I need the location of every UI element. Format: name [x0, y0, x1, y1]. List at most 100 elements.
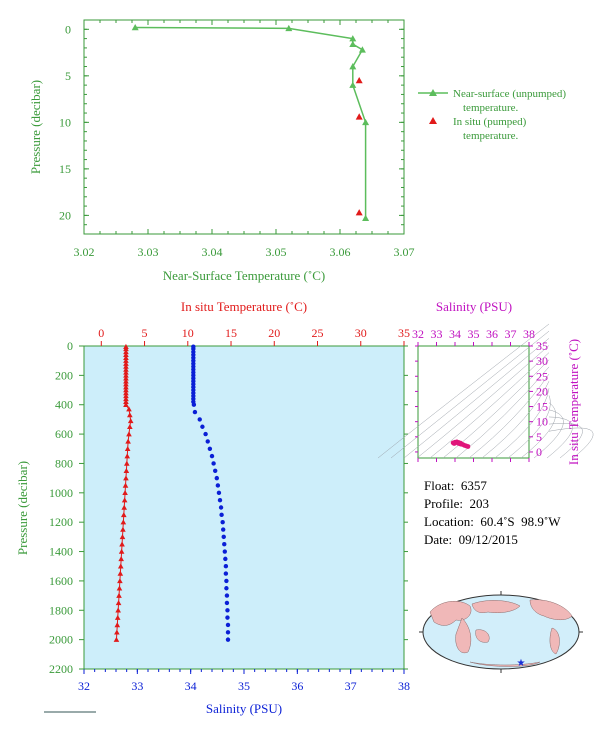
density-contour [520, 402, 556, 459]
temperature-point [123, 401, 129, 407]
temperature-point [124, 453, 131, 459]
salinity-point [221, 534, 226, 540]
temperature-point [120, 526, 126, 532]
salinity-point [222, 542, 227, 547]
temperature-point [123, 381, 129, 387]
chart2-temp-tick-label: 20 [268, 326, 280, 340]
temperature-point [114, 629, 120, 635]
chart1-y-tick-label: 5 [65, 69, 71, 83]
chart1-x-tick-label: 3.06 [330, 245, 351, 259]
map-float-marker: ★ [517, 658, 526, 669]
chart2-y-tick-label: 600 [55, 427, 73, 441]
salinity-point [224, 593, 230, 598]
salinity-point [223, 556, 228, 562]
temperature-point [127, 412, 133, 418]
chart1-y-tick-label: 0 [65, 22, 71, 36]
chart2-y-tick-label: 2200 [49, 662, 73, 676]
profile-value: 203 [469, 496, 490, 511]
temperature-point [123, 375, 129, 381]
salinity-point [216, 490, 222, 496]
legend-marker-unpumped [429, 89, 437, 96]
chart2-temp-tick-label: 15 [225, 326, 237, 340]
temperature-point [123, 393, 129, 399]
temperature-point [123, 357, 129, 363]
temperature-point [127, 418, 134, 424]
chart3-y-tick-label: 10 [536, 415, 548, 429]
salinity-point [192, 409, 198, 415]
chart3-x-tick-label: 33 [431, 327, 443, 341]
chart2-y-ticks: 0 200 400 600 800 1000 1200 1400 1600 1800 2000 220… [49, 339, 408, 676]
ts-point [451, 441, 457, 446]
chart1-series [131, 23, 370, 221]
chart-profile: 0 5 10 15 20 25 30 35 32 33 34 35 36 37 38 0 200 400 600… [15, 299, 410, 716]
date-label: Date: [424, 532, 453, 547]
salinity-point [224, 578, 229, 584]
chart2-y-tick-label: 1800 [49, 603, 73, 617]
chart3-x-tick-label: 37 [505, 327, 517, 341]
chart2-sal-tick-label: 34 [185, 679, 197, 693]
chart1-plot-frame [83, 19, 405, 235]
chart1-legend: Near-surface (unpumped) temperature. In s… [418, 88, 566, 142]
unpumped-temperature-point [349, 63, 357, 70]
chart2-plot-background [83, 345, 405, 670]
unpumped-temperature-point [358, 46, 366, 53]
temperature-point [124, 460, 130, 466]
chart2-y-tick-label: 400 [55, 398, 73, 412]
salinity-point [219, 512, 224, 518]
temperature-point [118, 548, 125, 554]
temperature-point [117, 563, 124, 569]
temperature-point [123, 346, 129, 352]
chart1-xlabel: Near-Surface Temperature (˚C) [163, 268, 325, 283]
temperature-point [123, 398, 129, 405]
chart1-x-tick-label: 3.05 [266, 245, 287, 259]
legend-label-unpumped: Near-surface (unpumped) temperature. [453, 88, 566, 114]
salinity-point [217, 497, 223, 503]
pumped-temperature-point [355, 76, 363, 84]
chart1-x-ticks: 3.02 3.03 3.04 3.05 3.06 3.07 [74, 20, 415, 259]
density-contour [468, 373, 550, 459]
salinity-point [223, 564, 229, 569]
chart2-sal-tick-label: 33 [131, 679, 143, 693]
chart2-y-tick-label: 1200 [49, 515, 73, 529]
temperature-point [119, 541, 125, 547]
chart1-ylabel: Pressure (decibar) [28, 80, 43, 174]
chart2-sal-series [191, 344, 231, 642]
chart2-temp-tick-label: 30 [355, 326, 367, 340]
salinity-point [225, 622, 231, 628]
density-contour [377, 323, 550, 459]
unpumped-temperature-point [285, 24, 293, 32]
temperature-point [117, 570, 124, 576]
temperature-point [123, 372, 129, 378]
salinity-point [224, 586, 229, 591]
temperature-point [122, 490, 128, 496]
temperature-point [123, 387, 129, 393]
salinity-point [221, 527, 226, 532]
chart3-y-tick-label: 35 [536, 339, 548, 353]
salinity-point [214, 475, 219, 481]
density-contour [533, 409, 564, 459]
legend-marker-pumped [429, 117, 437, 124]
chart2-y-tick-label: 800 [55, 456, 73, 470]
date-row: Date: 09/12/2015 [424, 532, 561, 548]
salinity-point [224, 600, 230, 606]
salinity-point [223, 571, 229, 576]
chart1-x-tick-label: 3.07 [394, 245, 415, 259]
map-land [429, 599, 573, 667]
chart2-sal-tick-label: 37 [345, 679, 357, 693]
chart1-y-tick-label: 15 [59, 162, 71, 176]
chart2-ylabel: Pressure (decibar) [15, 461, 30, 555]
salinity-point [225, 630, 231, 635]
chart2-temp-series [113, 343, 134, 642]
chart3-y-tick-label: 15 [536, 400, 548, 414]
chart3-x-tick-label: 36 [486, 327, 498, 341]
ts-point [465, 444, 471, 449]
chart3-x-tick-label: 38 [523, 327, 535, 341]
temperature-point [117, 578, 123, 584]
float-row: Float: 6357 [424, 478, 561, 494]
chart2-y-tick-label: 2000 [49, 633, 73, 647]
salinity-point [200, 424, 205, 429]
temperature-point [123, 390, 129, 396]
temperature-point [123, 352, 129, 358]
density-contour [429, 352, 550, 459]
